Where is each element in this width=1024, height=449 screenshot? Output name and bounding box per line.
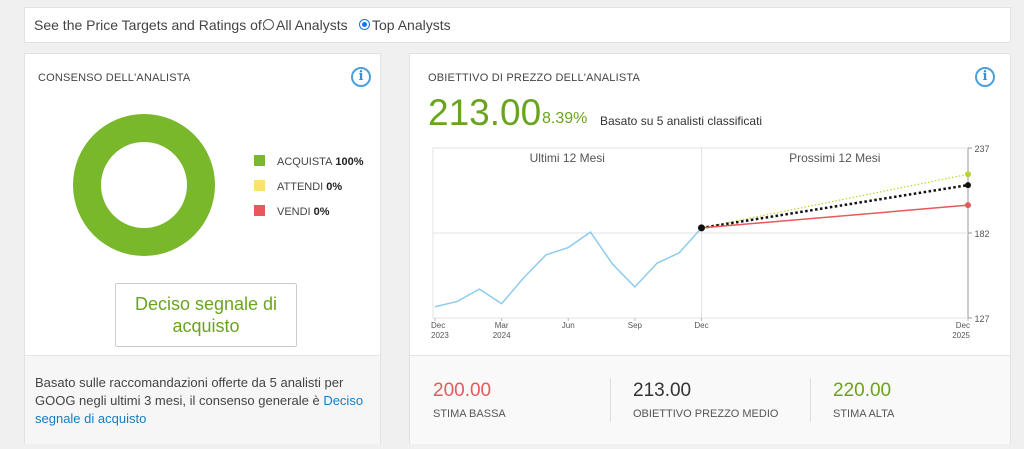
radio-label[interactable]: Top Analysts bbox=[372, 17, 451, 33]
filter-bar: See the Price Targets and Ratings of: Al… bbox=[24, 7, 1011, 43]
target-price: 213.00 bbox=[428, 92, 542, 133]
separator bbox=[610, 378, 611, 422]
summary-link[interactable]: Deciso segnale di acquisto bbox=[35, 393, 364, 426]
estimate-label: OBIETTIVO PREZZO MEDIO bbox=[633, 408, 779, 420]
consensus-card: CONSENSO DELL'ANALISTA i ACQUISTA 100% ATT… bbox=[24, 53, 381, 444]
target-change: 8.39% bbox=[542, 110, 588, 127]
legend-label: ACQUISTA bbox=[277, 156, 333, 168]
legend-entry: VENDI 0% bbox=[277, 206, 330, 218]
verdict-badge: Deciso segnale di acquisto bbox=[115, 283, 297, 347]
estimate-value: 220.00 bbox=[833, 380, 892, 401]
separator bbox=[810, 378, 811, 422]
summary-panel: Basato sulle raccomandazioni offerte da … bbox=[25, 355, 380, 444]
legend-label: VENDI bbox=[277, 206, 311, 218]
estimate-value: 213.00 bbox=[633, 380, 692, 401]
filter-label: See the Price Targets and Ratings of: bbox=[34, 17, 266, 33]
estimate-value: 200.00 bbox=[433, 380, 492, 401]
legend-value: 0% bbox=[326, 181, 342, 193]
estimates-panel: 200.00 STIMA BASSA 213.00 OBIETTIVO PREZZO … bbox=[410, 355, 1010, 444]
estimate-label: STIMA ALTA bbox=[833, 408, 895, 420]
info-icon[interactable]: i bbox=[975, 67, 995, 87]
estimate-label: STIMA BASSA bbox=[433, 408, 506, 420]
legend-swatch bbox=[254, 180, 265, 191]
info-icon[interactable]: i bbox=[351, 67, 371, 87]
verdict-text: Deciso segnale di acquisto bbox=[134, 294, 278, 336]
legend-label: ATTENDI bbox=[277, 181, 323, 193]
target-card: OBIETTIVO DI PREZZO DELL'ANALISTA i 213.… bbox=[409, 53, 1011, 444]
donut-chart: ACQUISTA 100%ATTENDI 0%VENDI 0% bbox=[73, 114, 364, 256]
radio[interactable] bbox=[359, 19, 370, 30]
radio-dot bbox=[362, 22, 367, 27]
summary-text: Basato sulle raccomandazioni offerte da … bbox=[35, 375, 344, 408]
legend-swatch bbox=[254, 205, 265, 216]
legend-value: 100% bbox=[335, 156, 363, 168]
card-title: CONSENSO DELL'ANALISTA bbox=[38, 72, 191, 84]
legend-entry: ACQUISTA 100% bbox=[277, 156, 364, 168]
legend-swatch bbox=[254, 155, 265, 166]
radio[interactable] bbox=[263, 19, 274, 30]
legend-value: 0% bbox=[314, 206, 330, 218]
card-title: OBIETTIVO DI PREZZO DELL'ANALISTA bbox=[428, 72, 641, 84]
summary: Basato sulle raccomandazioni offerte da … bbox=[35, 374, 365, 428]
target-basis: Basato su 5 analisti classificati bbox=[600, 114, 763, 128]
radio-label[interactable]: All Analysts bbox=[276, 17, 348, 33]
legend-entry: ATTENDI 0% bbox=[277, 181, 342, 193]
donut-segment bbox=[73, 114, 215, 256]
